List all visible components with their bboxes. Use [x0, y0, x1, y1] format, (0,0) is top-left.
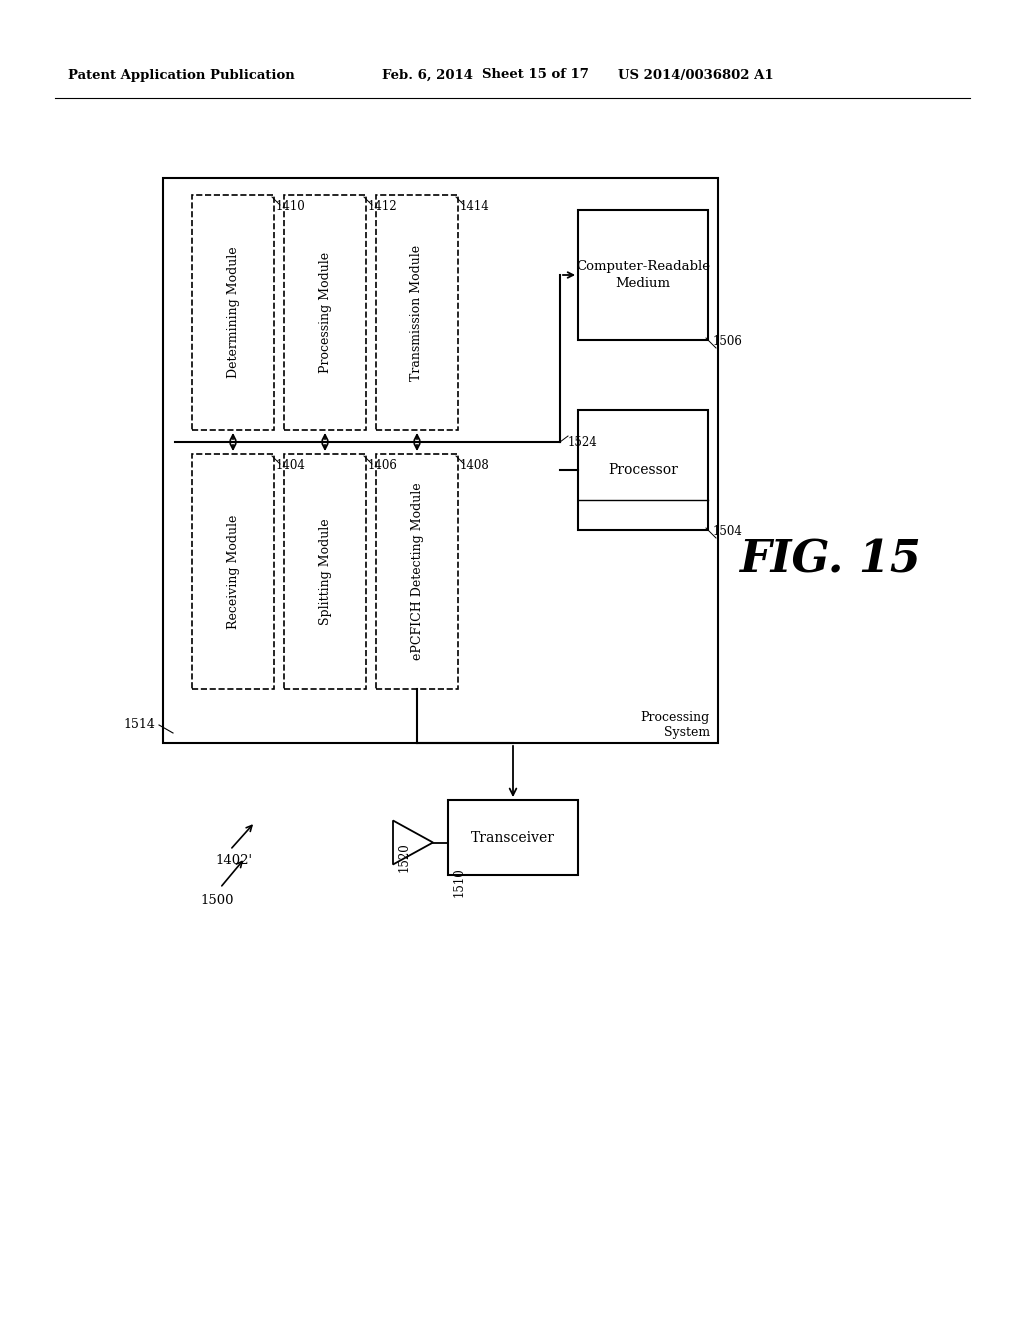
- Text: Splitting Module: Splitting Module: [318, 519, 332, 624]
- Text: 1404: 1404: [276, 459, 306, 473]
- Text: Patent Application Publication: Patent Application Publication: [68, 69, 295, 82]
- FancyBboxPatch shape: [284, 454, 366, 689]
- Bar: [163, 178, 718, 743]
- Text: FIG. 15: FIG. 15: [739, 539, 921, 582]
- Text: 1520: 1520: [398, 842, 411, 873]
- Text: 1408: 1408: [460, 459, 489, 473]
- Text: 1514: 1514: [123, 718, 155, 731]
- Text: 1504: 1504: [713, 525, 742, 539]
- Text: 1500: 1500: [200, 894, 233, 907]
- Text: 1410: 1410: [276, 201, 306, 213]
- Text: 1510: 1510: [453, 867, 466, 896]
- Text: US 2014/0036802 A1: US 2014/0036802 A1: [618, 69, 773, 82]
- Text: Determining Module: Determining Module: [226, 247, 240, 379]
- FancyBboxPatch shape: [284, 195, 366, 430]
- Text: Receiving Module: Receiving Module: [226, 515, 240, 628]
- Text: 1412: 1412: [368, 201, 397, 213]
- FancyBboxPatch shape: [193, 195, 274, 430]
- Text: 1402': 1402': [215, 854, 252, 866]
- Text: Transmission Module: Transmission Module: [411, 244, 424, 380]
- Text: Feb. 6, 2014: Feb. 6, 2014: [382, 69, 473, 82]
- FancyBboxPatch shape: [376, 454, 458, 689]
- Text: 1506: 1506: [713, 335, 742, 348]
- Text: Processor: Processor: [608, 463, 678, 477]
- Bar: [578, 411, 708, 531]
- Bar: [578, 210, 708, 341]
- FancyBboxPatch shape: [376, 195, 458, 430]
- Text: Transceiver: Transceiver: [471, 830, 555, 845]
- Text: Processing
System: Processing System: [641, 711, 710, 739]
- Text: Sheet 15 of 17: Sheet 15 of 17: [482, 69, 589, 82]
- Text: Processing Module: Processing Module: [318, 252, 332, 374]
- FancyBboxPatch shape: [193, 454, 274, 689]
- Bar: [449, 800, 578, 875]
- Text: 1414: 1414: [460, 201, 489, 213]
- Text: 1406: 1406: [368, 459, 398, 473]
- Text: 1524: 1524: [568, 436, 598, 449]
- Text: Computer-Readable
Medium: Computer-Readable Medium: [575, 260, 710, 290]
- Text: ePCFICH Detecting Module: ePCFICH Detecting Module: [411, 483, 424, 660]
